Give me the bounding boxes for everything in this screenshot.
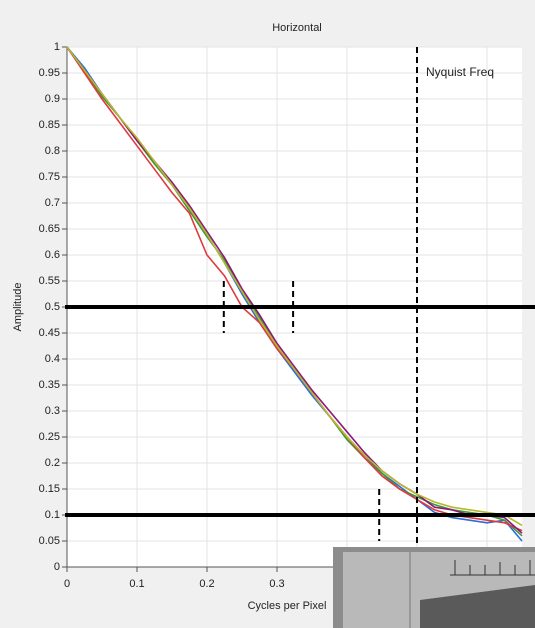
y-tick-label: 0.7 — [45, 197, 60, 209]
y-tick-label: 0.4 — [45, 353, 60, 365]
y-tick-label: 0.45 — [39, 327, 60, 339]
x-tick-label: 0.1 — [129, 578, 144, 590]
y-tick-label: 0.05 — [39, 535, 60, 547]
y-tick-label: 0.15 — [39, 483, 60, 495]
chart-title: Horizontal — [272, 22, 322, 34]
data-line — [66, 46, 523, 527]
data-line — [66, 46, 523, 534]
overlay-shadow — [420, 585, 535, 628]
x-tick-label: 0.3 — [269, 578, 284, 590]
y-tick-label: 0.8 — [45, 145, 60, 157]
y-tick-label: 0.65 — [39, 223, 60, 235]
y-tick-label: 0.25 — [39, 431, 60, 443]
y-tick-label: 0.3 — [45, 405, 60, 417]
overlay-ticks — [450, 560, 535, 576]
overlay-image — [333, 547, 535, 628]
y-tick-label: 0.2 — [45, 457, 60, 469]
x-axis-label: Cycles per Pixel — [248, 600, 327, 612]
y-tick-label: 0.75 — [39, 171, 60, 183]
y-tick-label: 0.9 — [45, 93, 60, 105]
y-tick-label: 0.5 — [45, 301, 60, 313]
plot: 00.10.20.30.40.50.6Nyquist Freq — [62, 46, 535, 590]
y-tick-label: 1 — [54, 41, 60, 53]
y-tick-label: 0.85 — [39, 119, 60, 131]
x-tick-label: 0.2 — [199, 578, 214, 590]
y-tick-label: 0 — [54, 561, 60, 573]
y-tick-label: 0.35 — [39, 379, 60, 391]
y-axis-label: Amplitude — [12, 283, 24, 332]
annotation: Nyquist Freq — [426, 65, 494, 79]
y-tick-label: 0.1 — [45, 509, 60, 521]
x-tick-label: 0 — [64, 578, 70, 590]
y-tick-label: 0.95 — [39, 67, 60, 79]
y-tick-label: 0.6 — [45, 249, 60, 261]
y-tick-label: 0.55 — [39, 275, 60, 287]
